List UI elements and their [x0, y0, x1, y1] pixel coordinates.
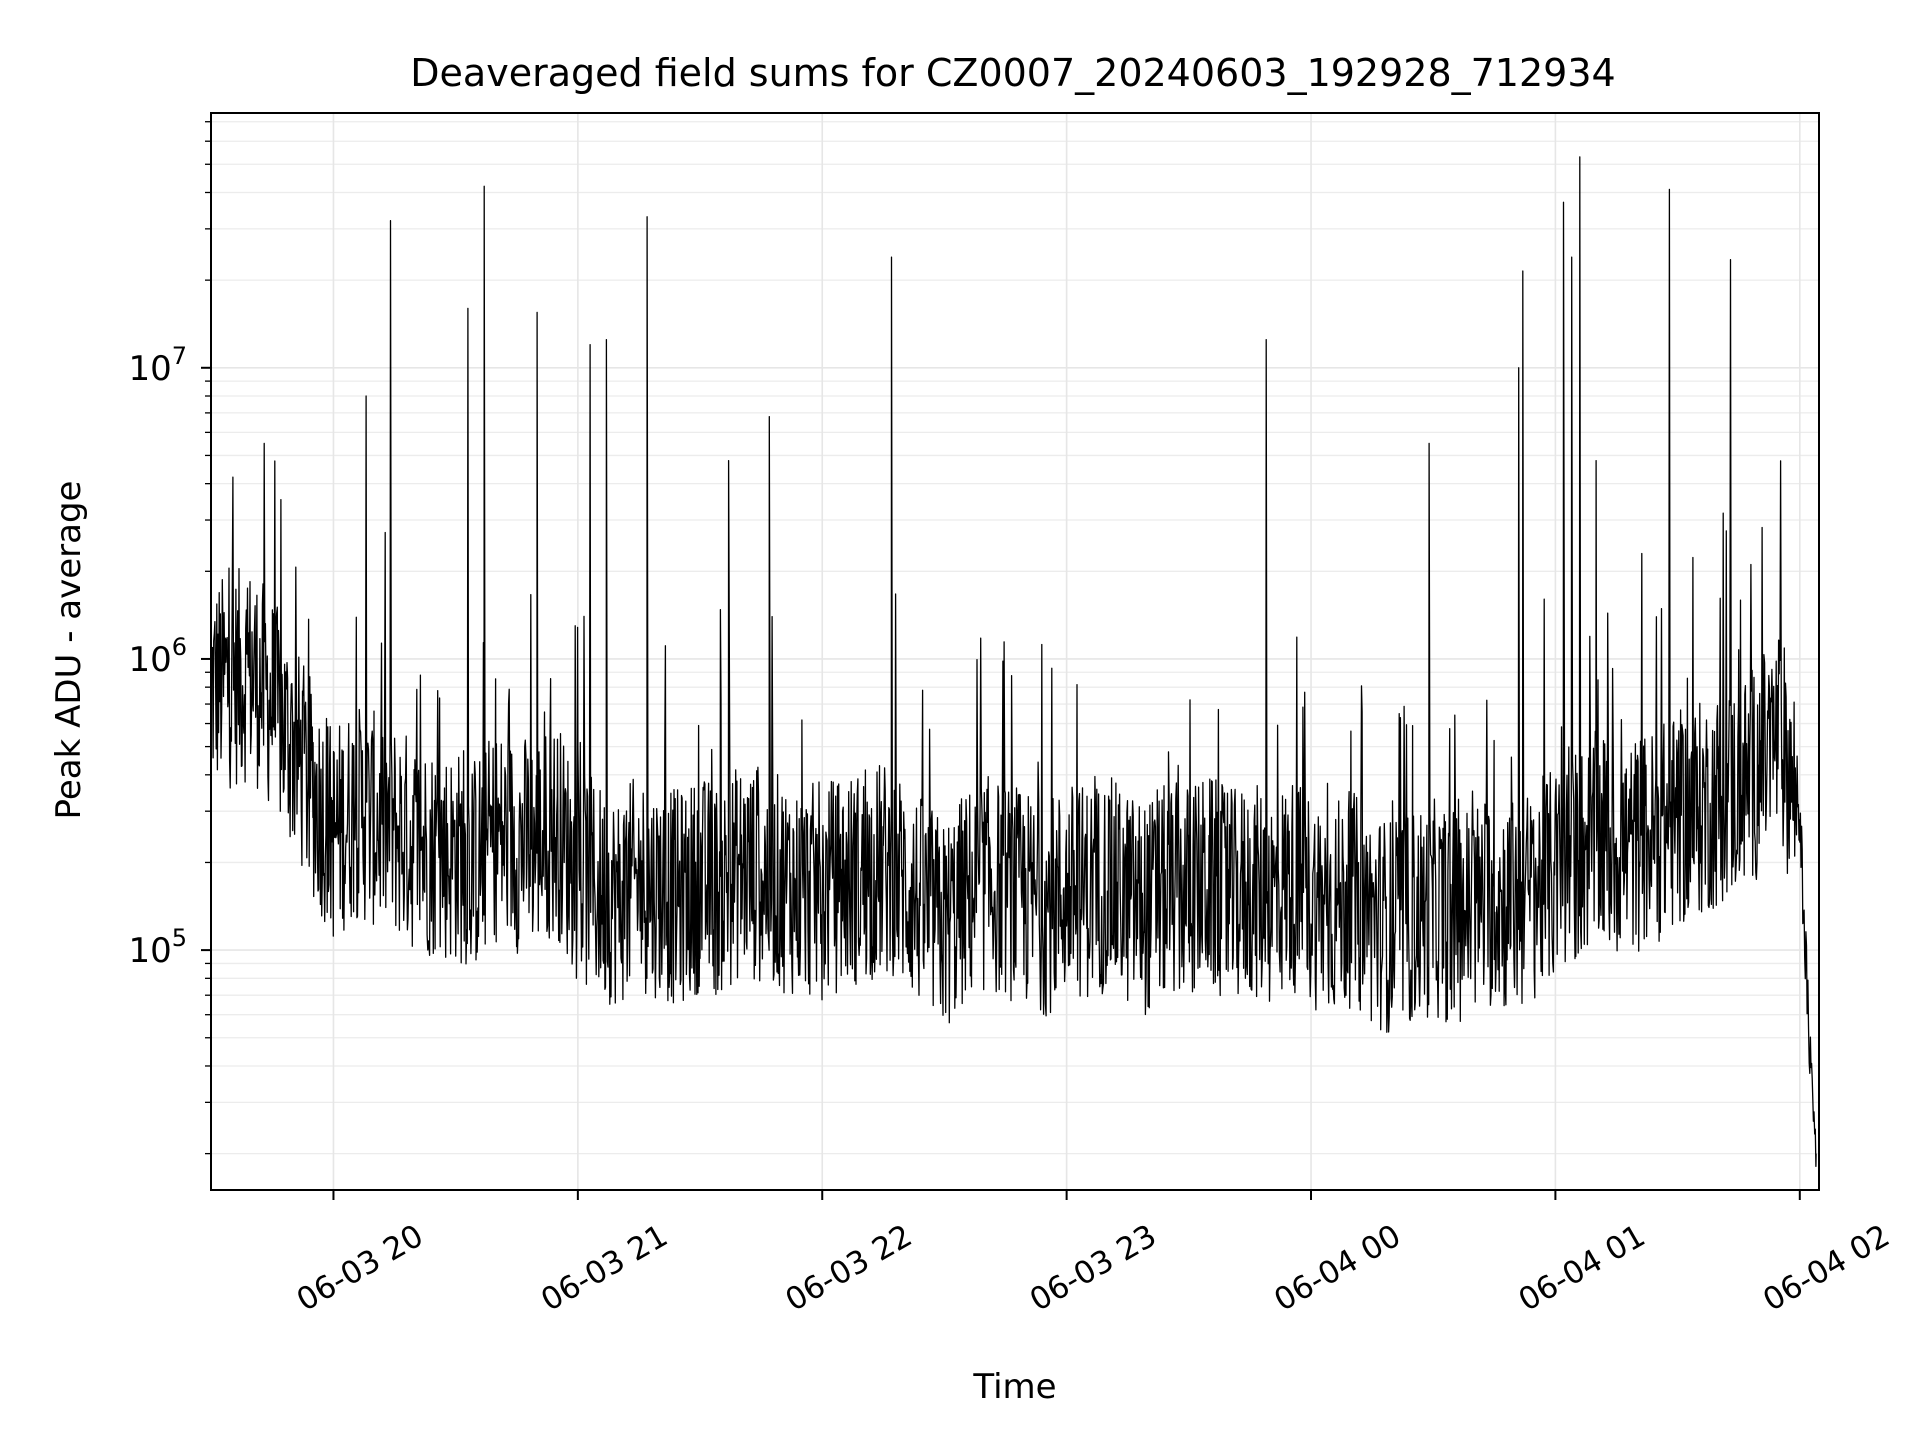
series-layer: [210, 156, 1817, 1168]
x-tick-label: 06-04 02: [1757, 1218, 1896, 1319]
y-tick-label: 107: [128, 342, 187, 389]
chart-title: Deaveraged field sums for CZ0007_2024060…: [410, 51, 1615, 95]
series-line: [210, 156, 1817, 1168]
plot-frame: [210, 112, 1820, 1191]
x-tick-label: 06-04 00: [1268, 1218, 1407, 1319]
y-axis-label: Peak ADU - average: [49, 481, 89, 820]
x-tick-label: 06-03 20: [291, 1218, 430, 1319]
x-tick-label: 06-03 21: [535, 1218, 674, 1319]
y-tick-labels: 105 106 107: [128, 342, 187, 971]
x-tick-label: 06-03 23: [1024, 1218, 1163, 1319]
x-tick-labels: 06-03 20 06-03 21 06-03 22 06-03 23 06-04 00…: [291, 1218, 1896, 1319]
grid: [211, 113, 1819, 1190]
axis-ticks: [201, 121, 1801, 1200]
y-tick-label: 105: [128, 924, 187, 971]
x-tick-label: 06-03 22: [780, 1218, 919, 1319]
x-tick-label: 06-04 01: [1513, 1218, 1652, 1319]
y-tick-label: 106: [128, 633, 187, 680]
x-axis-label: Time: [972, 1367, 1056, 1407]
